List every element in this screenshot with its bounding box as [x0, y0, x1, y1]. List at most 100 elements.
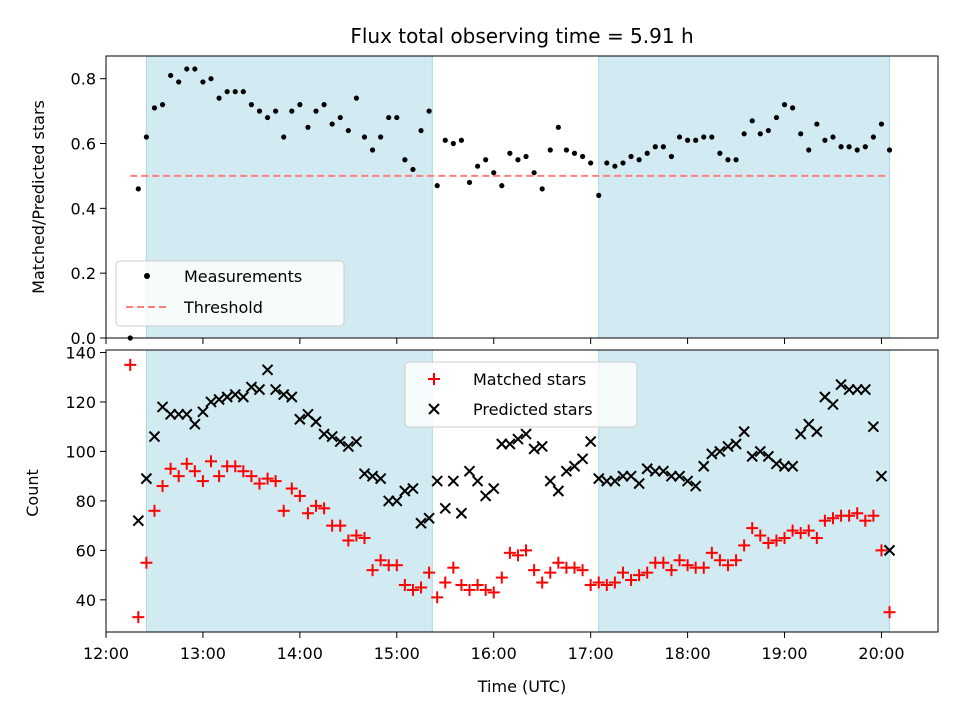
predicted-stars-point	[633, 477, 645, 490]
predicted-stars-point	[342, 440, 355, 453]
measurement-point	[313, 108, 319, 114]
matched-stars-point	[205, 455, 218, 468]
legend: Measurements Threshold	[115, 260, 345, 327]
predicted-stars-point	[560, 465, 573, 477]
predicted-stars-point	[455, 507, 468, 519]
x-tick-label: 17:00	[568, 644, 614, 663]
matched-stars-point	[721, 559, 734, 572]
matched-stars-point	[665, 564, 678, 577]
measurement-point	[394, 114, 400, 121]
matched-stars-point	[754, 529, 767, 542]
measurement-point	[806, 147, 812, 153]
predicted-stars-point	[253, 383, 266, 396]
measurement-point	[604, 160, 610, 166]
predicted-stars-point	[504, 438, 516, 450]
plot-frame	[105, 55, 939, 339]
measurement-point	[426, 108, 432, 114]
predicted-stars-point	[148, 430, 161, 443]
matched-stars-point	[826, 512, 839, 525]
matched-stars-point	[164, 462, 177, 475]
predicted-stars-point	[657, 465, 670, 477]
matched-stars-point	[608, 576, 621, 589]
predicted-stars-point	[746, 450, 758, 463]
matched-stars-point	[374, 554, 387, 567]
matched-stars-point	[738, 539, 751, 552]
measurement-point	[305, 124, 311, 130]
x-axis-ticks: 12:00 13:00 14:00 15:00 16:00 17:00 18:00 19:00…	[83, 632, 905, 663]
predicted-stars-point	[536, 440, 548, 453]
matched-stars-point	[301, 507, 314, 520]
measurement-point	[515, 157, 521, 163]
matched-stars-point	[342, 534, 355, 547]
measurement-point	[353, 95, 360, 101]
y-axis-ticks: 0.0 0.2 0.4 0.6 0.8	[71, 70, 106, 348]
measurement-point	[184, 66, 190, 72]
predicted-stars-point	[859, 383, 872, 396]
predicted-stars-point	[738, 425, 750, 438]
matched-stars-point	[778, 532, 791, 544]
predicted-stars-point	[310, 416, 322, 428]
measurement-point	[442, 137, 448, 143]
x-tick-label: 20:00	[858, 644, 904, 663]
predicted-stars-point	[140, 472, 153, 485]
matched-stars-point	[641, 566, 654, 579]
matched-stars-point	[463, 583, 476, 596]
matched-stars-point	[713, 554, 726, 567]
matched-stars-point	[730, 554, 743, 567]
predicted-stars-point	[544, 475, 556, 487]
matched-stars-point	[576, 564, 589, 577]
matched-stars-point	[285, 482, 298, 495]
predicted-stars-point	[439, 502, 451, 515]
measurement-point	[555, 124, 561, 130]
matched-stars-point	[520, 544, 533, 557]
measurement-point	[450, 140, 456, 147]
matched-stars-point	[398, 579, 411, 591]
measurement-point	[240, 89, 246, 95]
predicted-stars-point	[754, 445, 766, 458]
measurement-point	[402, 157, 408, 163]
matched-stars-point	[447, 561, 460, 574]
matched-stars-point	[843, 509, 856, 522]
y-tick-label: 100	[65, 442, 96, 461]
measurement-point	[458, 137, 465, 143]
matched-stars-point	[616, 566, 629, 579]
predicted-stars-point	[528, 443, 540, 455]
observing-interval-2	[598, 349, 891, 633]
measurement-point	[588, 160, 594, 166]
matched-stars-point	[802, 524, 815, 537]
x-axis-label: Time (UTC)	[477, 677, 566, 696]
observing-interval-2	[598, 55, 891, 339]
matched-stars-point	[406, 583, 419, 596]
matched-stars-point	[334, 519, 347, 532]
measurement-point	[418, 127, 424, 134]
measurement-point	[668, 153, 675, 160]
predicted-stars-point	[827, 398, 839, 411]
predicted-stars-point	[334, 435, 346, 448]
matched-stars-point	[318, 502, 331, 515]
measurement-point	[232, 89, 238, 95]
legend-box	[404, 361, 638, 428]
observing-intervals	[145, 349, 891, 633]
measurement-point	[216, 95, 222, 101]
measurement-point	[143, 134, 149, 140]
predicted-stars-point	[512, 433, 524, 445]
measurement-point	[579, 153, 586, 160]
predicted-stars-point	[867, 420, 880, 433]
counts-panel: 40 60 80 100 120 140 12:00 13:00 14:00 15:00 16:0…	[23, 343, 939, 696]
measurement-point	[790, 105, 796, 111]
matched-stars-point	[140, 556, 153, 569]
measurement-point	[491, 170, 497, 176]
measurement-point	[765, 127, 771, 134]
measurement-point	[248, 102, 254, 108]
predicted-stars-point	[205, 396, 217, 408]
measurement-point	[135, 186, 141, 192]
measurement-point	[369, 147, 376, 153]
matched-stars-point	[673, 554, 686, 567]
predicted-stars-point	[374, 472, 387, 485]
measurement-point	[273, 108, 279, 114]
x-tick-label: 18:00	[665, 644, 711, 663]
x-tick-label: 16:00	[471, 644, 517, 663]
matched-stars-point	[883, 606, 896, 619]
matched-stars-point	[633, 569, 646, 582]
